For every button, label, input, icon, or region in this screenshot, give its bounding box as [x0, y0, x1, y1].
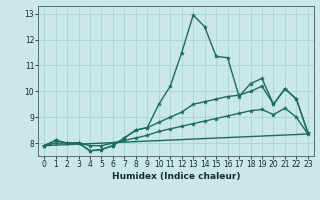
X-axis label: Humidex (Indice chaleur): Humidex (Indice chaleur)	[112, 172, 240, 181]
